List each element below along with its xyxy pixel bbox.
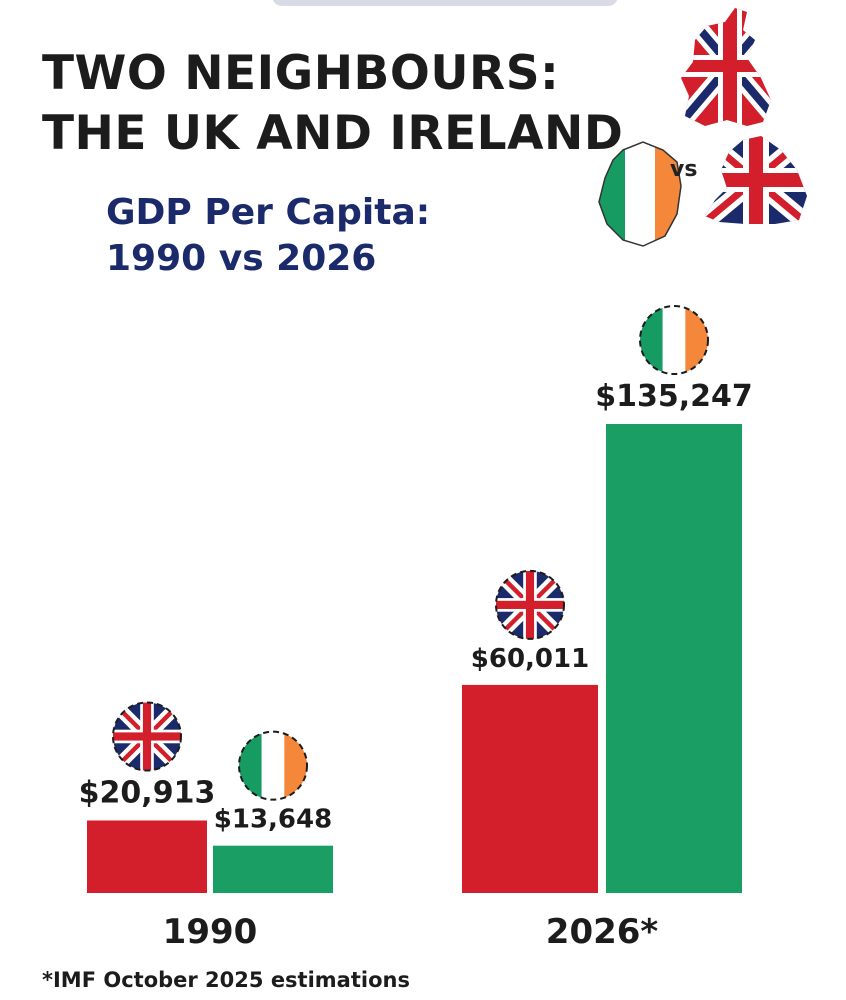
- value-label-uk-1: $60,011: [471, 644, 589, 674]
- subtitle-line-2: 1990 vs 2026: [106, 238, 377, 279]
- top-pill-decoration: [272, 0, 618, 6]
- category-label-0: 1990: [163, 912, 258, 952]
- bar-ireland-1: [606, 424, 742, 893]
- ireland-flag-icon-1: [639, 305, 709, 375]
- maps-illustration: [598, 8, 807, 247]
- value-label-uk-0: $20,913: [79, 775, 216, 810]
- uk-flag-icon-0: [112, 701, 182, 772]
- bar-uk-0: [87, 820, 207, 893]
- bar-ireland-0: [213, 845, 333, 893]
- title-line-2: THE UK AND IRELAND: [42, 106, 624, 161]
- vs-label: vs: [670, 157, 698, 182]
- bar-uk-1: [462, 684, 598, 893]
- category-label-1: 2026*: [546, 912, 659, 952]
- value-label-ireland-1: $135,247: [595, 379, 753, 414]
- footnote: *IMF October 2025 estimations: [42, 968, 410, 992]
- value-label-ireland-0: $13,648: [214, 805, 332, 835]
- title-line-1: TWO NEIGHBOURS:: [42, 46, 560, 101]
- chart-subtitle: GDP Per Capita: 1990 vs 2026: [106, 190, 430, 282]
- uk-flag-icon-1: [495, 569, 565, 640]
- ireland-flag-icon-0: [238, 730, 308, 801]
- subtitle-line-1: GDP Per Capita:: [106, 192, 431, 233]
- page-title: TWO NEIGHBOURS: THE UK AND IRELAND: [42, 44, 623, 164]
